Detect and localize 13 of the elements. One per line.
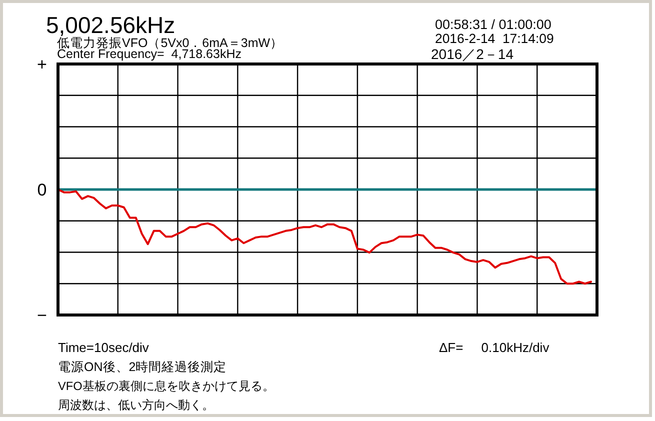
text: VFO基板の裏側に息を吹きかけて見る。 xyxy=(58,379,274,393)
text: ΔF= 0.10kHz/div xyxy=(439,340,550,355)
chart-title: 5,002.56kHz xyxy=(46,12,176,38)
text: + xyxy=(37,54,48,74)
text: 00:58:31 / 01:00:00 xyxy=(435,17,552,32)
text: 2016／2－14 xyxy=(431,46,514,62)
ref-line-label: 0 xyxy=(37,180,47,200)
text: 周波数は、低い方向へ動く。 xyxy=(58,398,214,412)
text: 電源ON後、2時間経過後測定 xyxy=(58,360,227,374)
chart-subtitle: 低電力発振VFO（5Vx0．6mA＝3mW） xyxy=(57,36,284,50)
text: 2016-2-14 17:14:09 xyxy=(435,31,554,46)
text: − xyxy=(37,306,48,325)
text: Time=10sec/div xyxy=(58,340,150,355)
